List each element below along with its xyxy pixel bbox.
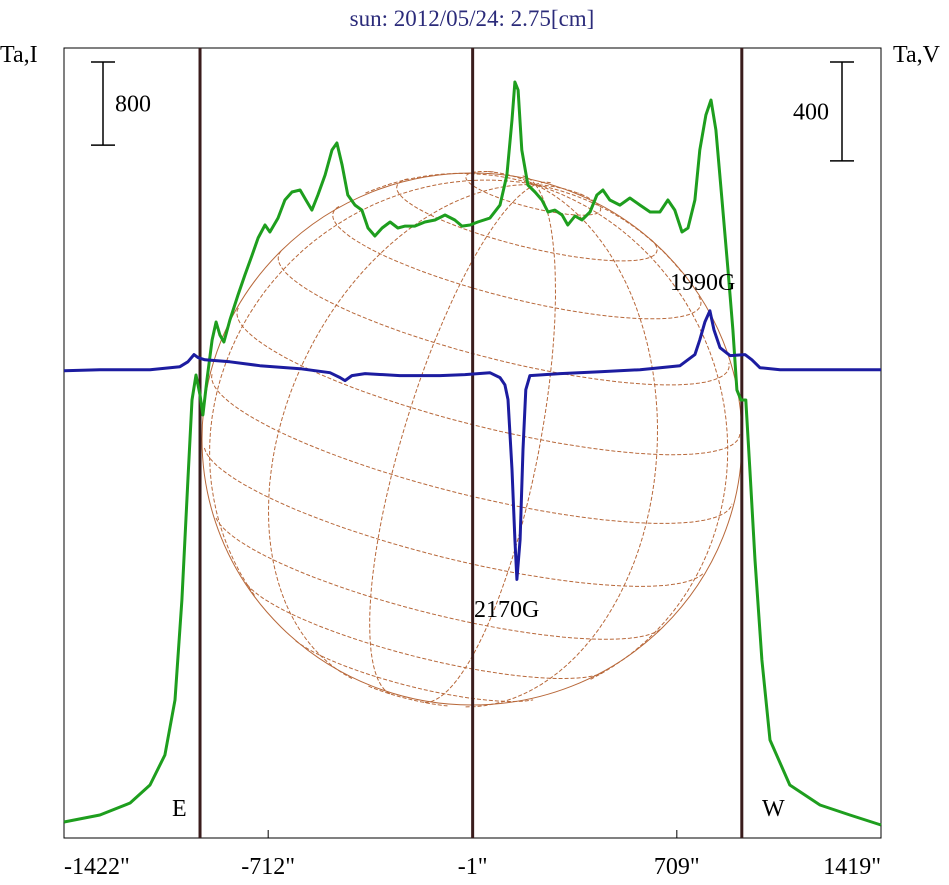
x-tick-label: 1419" xyxy=(823,854,881,880)
grid-curve xyxy=(465,171,602,216)
grid-curve xyxy=(535,181,551,186)
grid-curve xyxy=(465,184,659,708)
chart-title: sun: 2012/05/24: 2.75[cm] xyxy=(350,6,595,31)
grid-curve xyxy=(203,447,705,587)
grid-curve xyxy=(236,307,741,456)
grid-curve xyxy=(295,640,534,702)
grid-curve xyxy=(332,205,702,320)
grid-curve xyxy=(535,184,682,273)
x-tick-label: 709" xyxy=(654,854,700,880)
grid-curve xyxy=(369,184,536,695)
series-line xyxy=(63,309,881,581)
grid-curve xyxy=(209,179,536,596)
grid-curve xyxy=(277,250,730,386)
grid-curve xyxy=(365,172,536,194)
grid-curve xyxy=(368,685,448,707)
grid-curve xyxy=(535,184,729,680)
annotation: 1990G xyxy=(670,270,735,296)
annotation: 2170G xyxy=(474,597,539,623)
scale-bar-label: 800 xyxy=(115,92,151,118)
grid-curve xyxy=(535,184,584,196)
grid-curve xyxy=(246,584,603,679)
x-tick-label: -1422" xyxy=(64,854,130,880)
scale-bar-label: 400 xyxy=(793,99,829,125)
grid-curve xyxy=(424,184,557,703)
grid-curve xyxy=(211,374,733,524)
limb-label: E xyxy=(172,796,187,822)
x-tick-label: -1" xyxy=(458,854,488,880)
y-axis-label: Ta,I xyxy=(0,42,38,68)
limb-label: W xyxy=(762,796,785,822)
grid-curve xyxy=(215,517,662,640)
grid-curve xyxy=(488,171,536,186)
grid-curve xyxy=(267,184,536,680)
series-line xyxy=(63,80,882,827)
x-tick-label: -712" xyxy=(241,854,295,880)
y2-axis-label: Ta,V xyxy=(893,42,941,68)
